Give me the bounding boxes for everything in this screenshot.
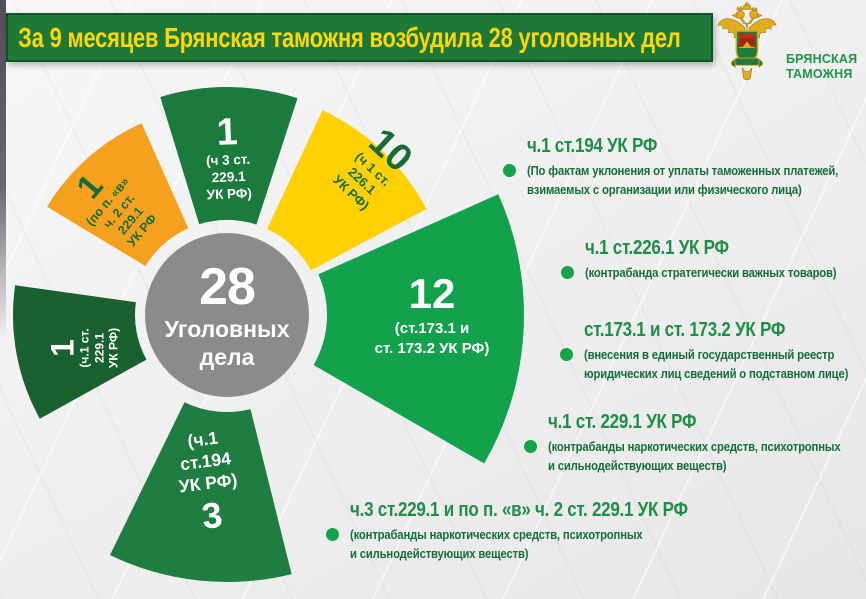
eagle-right-beak	[756, 13, 763, 19]
total-circle: 28 Уголовных дела	[145, 233, 309, 397]
legend-title: ст.173.1 и ст. 173.2 УК РФ	[584, 319, 786, 341]
legend-bullet-icon	[326, 528, 339, 541]
customs-office-name-line2: ТАМОЖНЯ	[786, 67, 853, 81]
legend-bullet-icon	[503, 164, 516, 177]
eagle-neck	[739, 17, 755, 31]
wedge-label-st173: 12 (ст.173.1 и ст. 173.2 УК РФ)	[374, 270, 490, 358]
legend-item-ch1-st229-1: ч.1 ст. 229.1 УК РФ (контрабанды наркоти…	[524, 411, 866, 475]
wedge-value: 12	[408, 270, 456, 317]
legend-desc: (По фактам уклонения от уплаты таможенны…	[527, 163, 839, 197]
legend-item-ch3-st229-1: ч.3 ст.229.1 и по п. «в» ч. 2 ст. 229.1 …	[326, 499, 747, 563]
wedge-label-ch3-st229-1: 1 (ч 3 ст. 229.1 УК РФ)	[205, 111, 253, 203]
legend-bullet-icon	[560, 348, 573, 361]
fan-segment-ch1-st194	[110, 402, 292, 583]
fan-segment-ch1-st226-1	[267, 110, 427, 271]
legend-bullet-icon	[524, 440, 537, 453]
eagle-left-crown	[736, 5, 743, 11]
legend-item-st194: ч.1 ст.194 УК РФ (По фактам уклонения от…	[503, 135, 866, 199]
legend-desc: (контрабанды наркотических средств, псих…	[350, 527, 643, 561]
fan-segment-p-v-ch2-st229-1	[47, 123, 189, 267]
customs-office-name: БРЯНСКАЯ ТАМОЖНЯ	[786, 52, 857, 82]
eagle-left-beak	[731, 13, 738, 19]
eagle-right-crown	[751, 6, 758, 12]
wedge-value: 3	[199, 493, 225, 537]
total-label-line2: дела	[199, 344, 255, 370]
wedge-value: 1	[44, 339, 81, 357]
customs-office-name-line1: БРЯНСКАЯ	[786, 52, 858, 66]
eagle-tail	[741, 67, 753, 81]
fan-segment-st173-1-173-2	[313, 194, 524, 464]
header-banner: За 9 месяцев Брянская таможня возбудила …	[6, 13, 713, 62]
legend-desc: (внесения в единый государственный реест…	[584, 347, 849, 381]
legend-bullet-icon	[561, 266, 574, 279]
page-edge-shadow	[0, 0, 6, 340]
customs-eagle-emblem	[717, 2, 777, 81]
fan-segment-ch1-st229-1	[13, 285, 147, 419]
eagle-gold-body	[717, 2, 777, 81]
legend-title: ч.1 ст.194 УК РФ	[527, 135, 658, 157]
legend-title: ч.1 ст.226.1 УК РФ	[585, 237, 729, 259]
legend-desc: (контрабанды наркотических средств, псих…	[548, 439, 841, 473]
total-value: 28	[199, 258, 256, 316]
total-label-line1: Уголовных	[164, 316, 290, 342]
fan-segment-ch3-st229-1	[160, 87, 298, 225]
legend-title: ч.1 ст. 229.1 УК РФ	[548, 411, 697, 433]
legend-title: ч.3 ст.229.1 и по п. «в» ч. 2 ст. 229.1 …	[350, 499, 688, 521]
legend-item-st226-1: ч.1 ст.226.1 УК РФ (контрабанда стратеги…	[561, 237, 866, 282]
wedge-value: 1	[215, 111, 239, 154]
legend-item-st173: ст.173.1 и ст. 173.2 УК РФ (внесения в е…	[560, 319, 866, 383]
legend-desc: (контрабанда стратегически важных товаро…	[585, 265, 837, 280]
emblem-ribbon	[734, 57, 760, 66]
wedge-label-ch1-st229-1: 1 (ч.1 ст. 229.1 УК РФ)	[44, 327, 121, 369]
